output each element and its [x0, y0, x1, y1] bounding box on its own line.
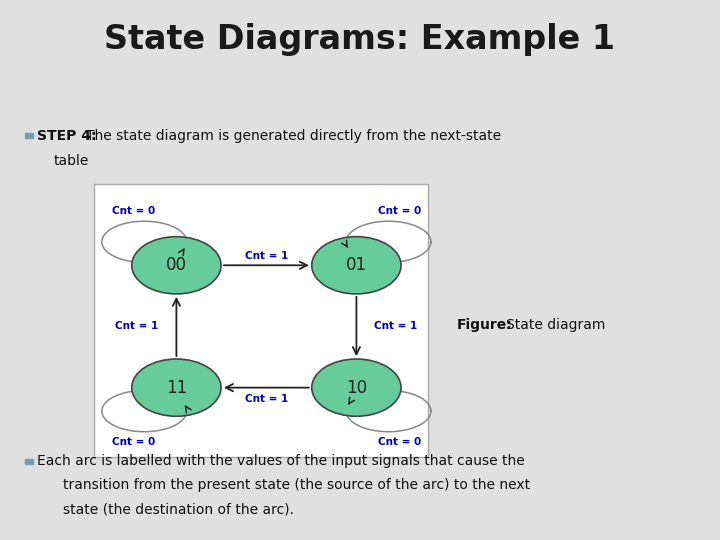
Circle shape: [312, 237, 401, 294]
Text: transition from the present state (the source of the arc) to the next: transition from the present state (the s…: [63, 478, 531, 492]
Text: Cnt = 0: Cnt = 0: [112, 437, 155, 447]
Text: 10: 10: [346, 379, 367, 397]
Circle shape: [312, 359, 401, 416]
Text: Cnt = 0: Cnt = 0: [378, 206, 421, 216]
Text: State diagram: State diagram: [506, 318, 606, 332]
Text: state (the destination of the arc).: state (the destination of the arc).: [63, 502, 294, 516]
Text: Cnt = 1: Cnt = 1: [115, 321, 158, 332]
Text: Each arc is labelled with the values of the input signals that cause the: Each arc is labelled with the values of …: [37, 454, 525, 468]
Text: table: table: [53, 154, 89, 168]
Text: STEP 4:: STEP 4:: [37, 129, 97, 143]
Bar: [25, 459, 33, 464]
Text: Cnt = 1: Cnt = 1: [245, 251, 288, 261]
Circle shape: [132, 237, 221, 294]
FancyBboxPatch shape: [94, 185, 428, 457]
Text: Figure:: Figure:: [457, 318, 513, 332]
Text: State Diagrams: Example 1: State Diagrams: Example 1: [104, 23, 616, 56]
Text: 11: 11: [166, 379, 187, 397]
Bar: [25, 133, 33, 138]
Text: 01: 01: [346, 256, 367, 274]
Circle shape: [132, 359, 221, 416]
Text: Cnt = 1: Cnt = 1: [374, 321, 418, 332]
Text: 00: 00: [166, 256, 187, 274]
Text: The state diagram is generated directly from the next-state: The state diagram is generated directly …: [86, 129, 502, 143]
Text: Cnt = 0: Cnt = 0: [112, 206, 155, 216]
Text: Cnt = 1: Cnt = 1: [245, 394, 288, 404]
Text: Cnt = 0: Cnt = 0: [378, 437, 421, 447]
